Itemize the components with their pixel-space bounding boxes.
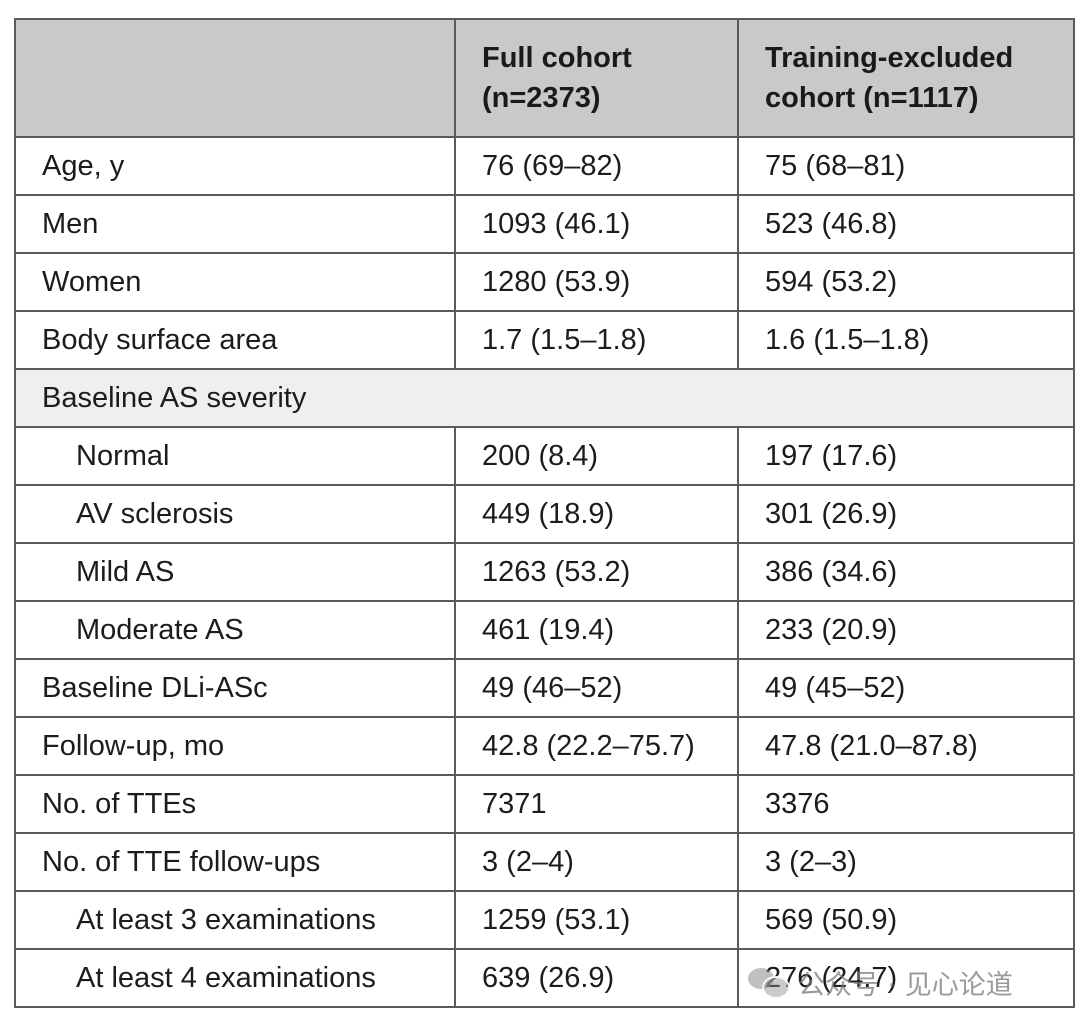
row-label: Follow-up, mo	[14, 716, 456, 776]
table-row: Men 1093 (46.1) 523 (46.8)	[14, 194, 1075, 254]
wechat-icon	[748, 966, 790, 999]
watermark: 公众号 · 见心论道	[748, 962, 1013, 1002]
full-cohort-value: 461 (19.4)	[454, 600, 739, 660]
cohort-characteristics-table: Full cohort (n=2373) Training-excluded c…	[14, 18, 1075, 1008]
header-excluded-line2: cohort (n=1117)	[765, 82, 979, 114]
table-row: Women 1280 (53.9) 594 (53.2)	[14, 252, 1075, 312]
table-row: AV sclerosis 449 (18.9) 301 (26.9)	[14, 484, 1075, 544]
row-label: AV sclerosis	[14, 484, 456, 544]
row-label: Baseline DLi-ASc	[14, 658, 456, 718]
row-label: At least 4 examinations	[14, 948, 456, 1008]
training-excluded-value: 75 (68–81)	[737, 136, 1075, 196]
full-cohort-value: 7371	[454, 774, 739, 834]
row-label: Normal	[14, 426, 456, 486]
training-excluded-value: 197 (17.6)	[737, 426, 1075, 486]
row-label: No. of TTEs	[14, 774, 456, 834]
table-row: Normal 200 (8.4) 197 (17.6)	[14, 426, 1075, 486]
table-row: Mild AS 1263 (53.2) 386 (34.6)	[14, 542, 1075, 602]
full-cohort-value: 200 (8.4)	[454, 426, 739, 486]
row-label: Women	[14, 252, 456, 312]
full-cohort-value: 1093 (46.1)	[454, 194, 739, 254]
row-label: Age, y	[14, 136, 456, 196]
training-excluded-value: 523 (46.8)	[737, 194, 1075, 254]
full-cohort-value: 1.7 (1.5–1.8)	[454, 310, 739, 370]
full-cohort-value: 1263 (53.2)	[454, 542, 739, 602]
table-row: At least 3 examinations 1259 (53.1) 569 (5…	[14, 890, 1075, 950]
training-excluded-value: 276 (24.7)	[737, 948, 1075, 1008]
section-label: Baseline AS severity	[14, 368, 1075, 428]
cohort-characteristics-table-container: Full cohort (n=2373) Training-excluded c…	[14, 18, 1075, 1008]
full-cohort-value: 639 (26.9)	[454, 948, 739, 1008]
header-full-cohort: Full cohort (n=2373)	[454, 18, 739, 138]
table-row: No. of TTE follow-ups 3 (2–4) 3 (2–3)	[14, 832, 1075, 892]
full-cohort-value: 49 (46–52)	[454, 658, 739, 718]
training-excluded-value: 49 (45–52)	[737, 658, 1075, 718]
row-label: Mild AS	[14, 542, 456, 602]
table-row: Follow-up, mo 42.8 (22.2–75.7) 47.8 (21.0–…	[14, 716, 1075, 776]
table-row: Body surface area 1.7 (1.5–1.8) 1.6 (1.5–1…	[14, 310, 1075, 370]
table-row: Baseline DLi-ASc 49 (46–52) 49 (45–52)	[14, 658, 1075, 718]
training-excluded-value: 3376	[737, 774, 1075, 834]
row-label: Men	[14, 194, 456, 254]
row-label: Moderate AS	[14, 600, 456, 660]
row-label: At least 3 examinations	[14, 890, 456, 950]
header-blank-cell	[14, 18, 456, 138]
section-row: Baseline AS severity	[14, 368, 1075, 428]
row-label: Body surface area	[14, 310, 456, 370]
watermark-text: 公众号 · 见心论道	[798, 969, 1013, 1001]
training-excluded-value: 47.8 (21.0–87.8)	[737, 716, 1075, 776]
header-excluded-line1: Training-excluded	[765, 42, 1014, 74]
header-row: Full cohort (n=2373) Training-excluded c…	[14, 18, 1075, 138]
training-excluded-value: 594 (53.2)	[737, 252, 1075, 312]
header-full-cohort-line2: (n=2373)	[482, 82, 601, 114]
full-cohort-value: 42.8 (22.2–75.7)	[454, 716, 739, 776]
table-row: Moderate AS 461 (19.4) 233 (20.9)	[14, 600, 1075, 660]
training-excluded-value: 3 (2–3)	[737, 832, 1075, 892]
training-excluded-value: 1.6 (1.5–1.8)	[737, 310, 1075, 370]
table-row: No. of TTEs 7371 3376	[14, 774, 1075, 834]
row-label: No. of TTE follow-ups	[14, 832, 456, 892]
training-excluded-value: 233 (20.9)	[737, 600, 1075, 660]
table-row: Age, y 76 (69–82) 75 (68–81)	[14, 136, 1075, 196]
training-excluded-value: 386 (34.6)	[737, 542, 1075, 602]
full-cohort-value: 76 (69–82)	[454, 136, 739, 196]
header-training-excluded-cohort: Training-excluded cohort (n=1117)	[737, 18, 1075, 138]
full-cohort-value: 1259 (53.1)	[454, 890, 739, 950]
full-cohort-value: 3 (2–4)	[454, 832, 739, 892]
training-excluded-value: 569 (50.9)	[737, 890, 1075, 950]
full-cohort-value: 1280 (53.9)	[454, 252, 739, 312]
header-full-cohort-line1: Full cohort	[482, 42, 632, 74]
table-body: Age, y 76 (69–82) 75 (68–81) Men 1093 (46.1)…	[14, 136, 1075, 1008]
full-cohort-value: 449 (18.9)	[454, 484, 739, 544]
training-excluded-value: 301 (26.9)	[737, 484, 1075, 544]
table-row: At least 4 examinations 639 (26.9) 276 (24…	[14, 948, 1075, 1008]
table-header: Full cohort (n=2373) Training-excluded c…	[14, 18, 1075, 138]
